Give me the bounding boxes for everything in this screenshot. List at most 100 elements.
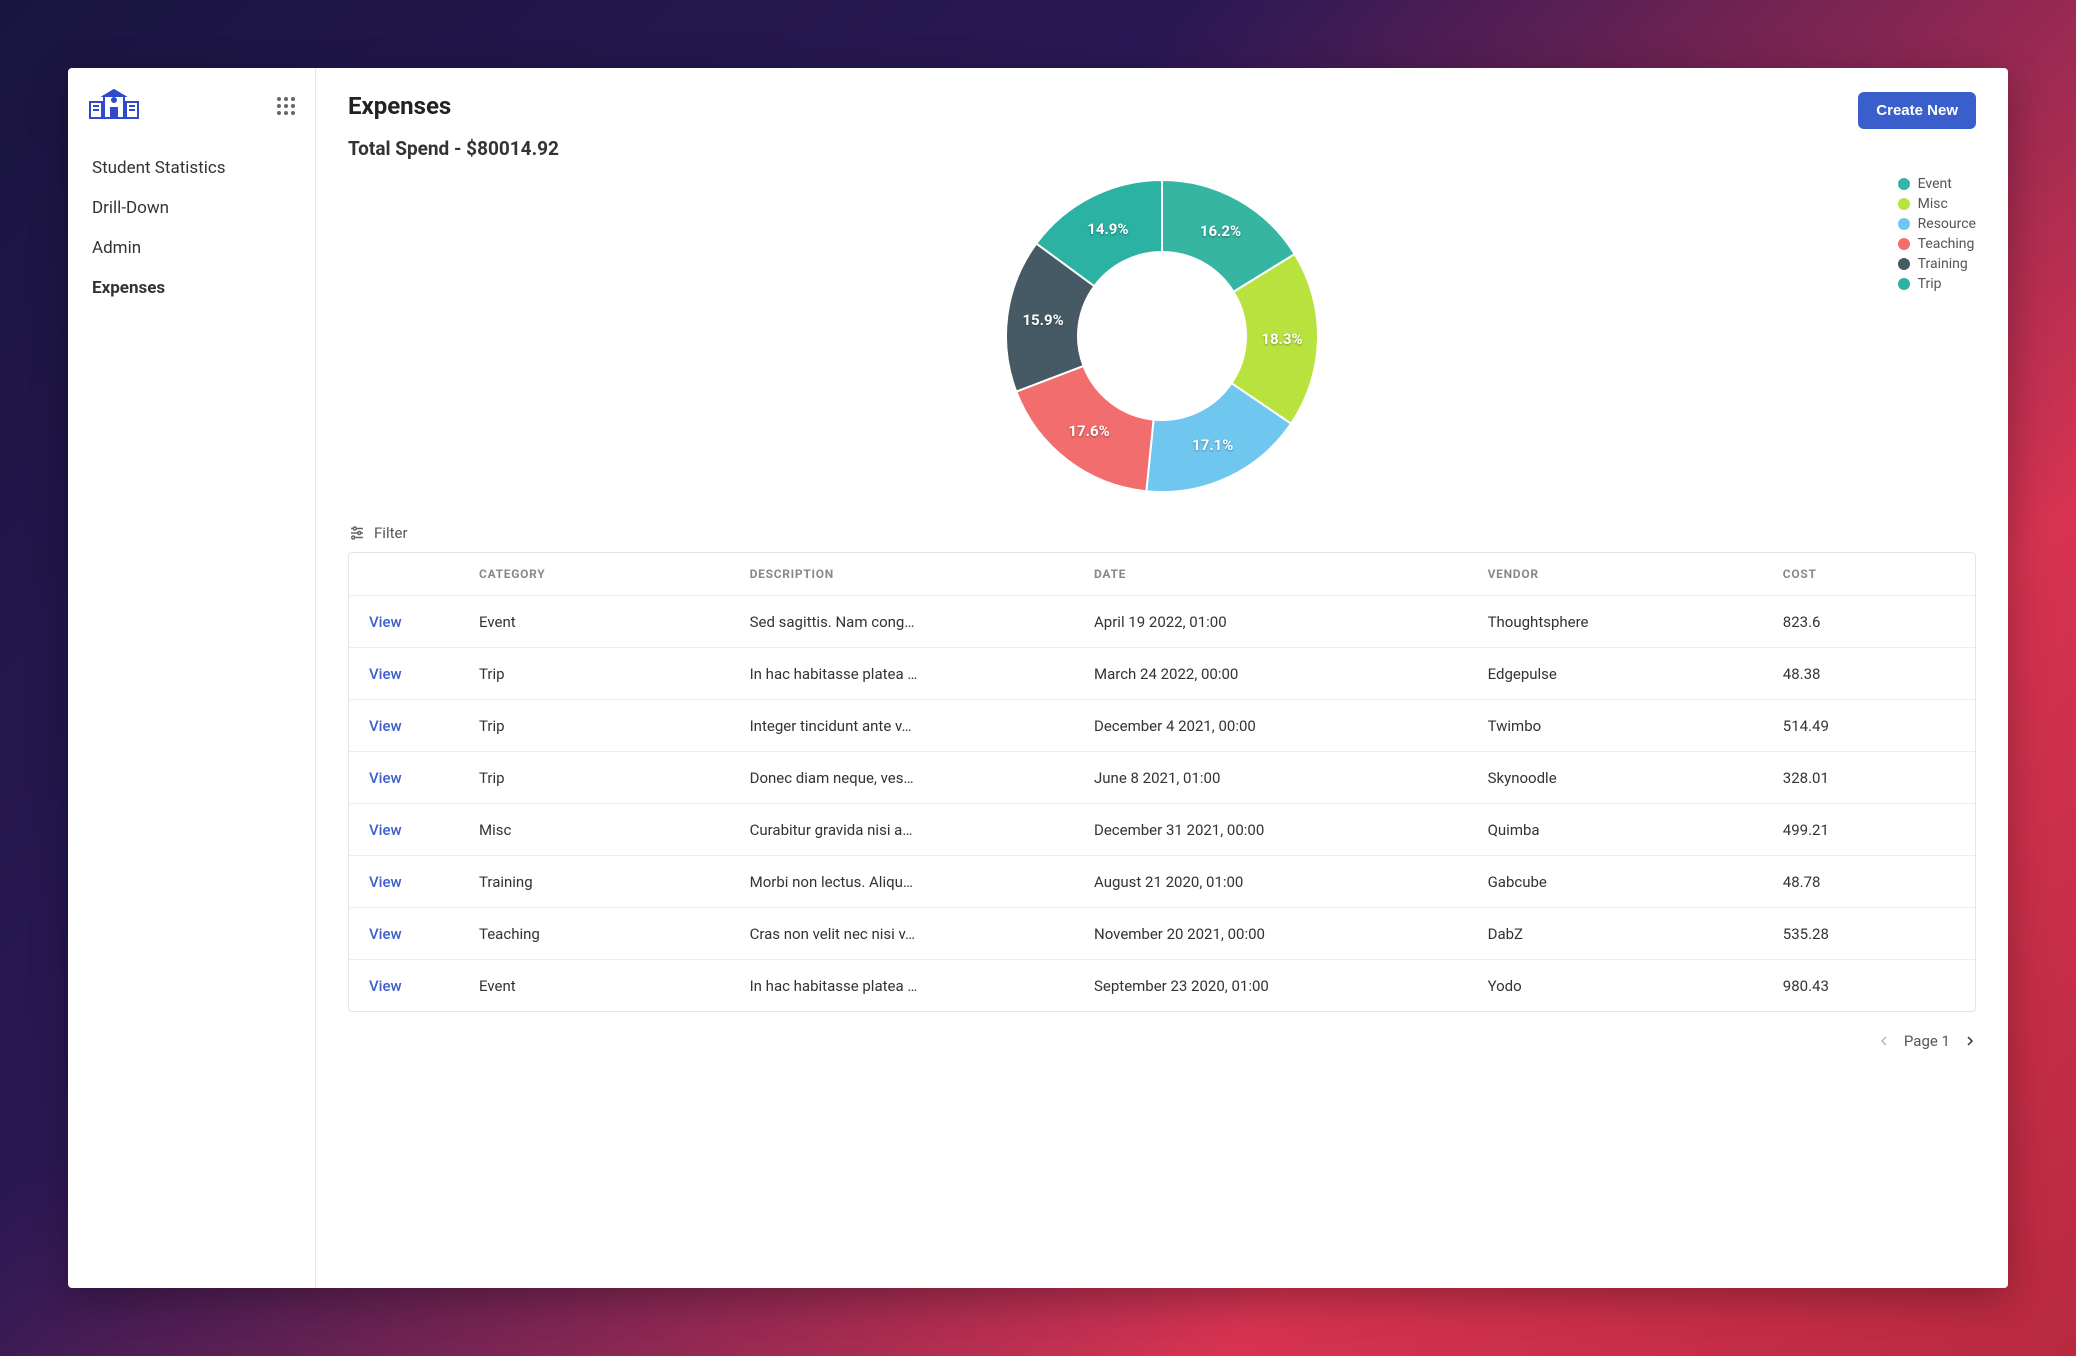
main-content: Expenses Create New Total Spend - $80014… — [316, 68, 2008, 1288]
legend-swatch — [1898, 178, 1910, 190]
cell-date: April 19 2022, 01:00 — [1094, 613, 1488, 631]
cell-description: In hac habitasse platea … — [750, 665, 1094, 683]
cell-category: Teaching — [479, 925, 750, 943]
view-link[interactable]: View — [369, 873, 479, 891]
cell-vendor: Twimbo — [1488, 717, 1783, 735]
legend-item-trip: Trip — [1898, 276, 1976, 292]
filter-label: Filter — [374, 524, 408, 542]
legend-label: Resource — [1918, 216, 1976, 232]
col-category: CATEGORY — [479, 567, 750, 581]
cell-cost: 535.28 — [1783, 925, 1955, 943]
legend-swatch — [1898, 278, 1910, 290]
col-description: DESCRIPTION — [750, 567, 1094, 581]
cell-cost: 499.21 — [1783, 821, 1955, 839]
cell-description: Curabitur gravida nisi a… — [750, 821, 1094, 839]
chevron-right-icon[interactable] — [1964, 1035, 1976, 1047]
legend-label: Teaching — [1918, 236, 1975, 252]
view-link[interactable]: View — [369, 769, 479, 787]
chart-legend: Event Misc Resource Teaching Training Trip — [1898, 176, 1976, 296]
view-link[interactable]: View — [369, 821, 479, 839]
school-logo-icon — [88, 88, 140, 124]
cell-category: Misc — [479, 821, 750, 839]
cell-date: August 21 2020, 01:00 — [1094, 873, 1488, 891]
cell-vendor: DabZ — [1488, 925, 1783, 943]
sidebar-item-admin[interactable]: Admin — [68, 228, 315, 268]
cell-date: June 8 2021, 01:00 — [1094, 769, 1488, 787]
cell-vendor: Gabcube — [1488, 873, 1783, 891]
cell-cost: 980.43 — [1783, 977, 1955, 995]
cell-cost: 328.01 — [1783, 769, 1955, 787]
legend-item-training: Training — [1898, 256, 1976, 272]
cell-description: Morbi non lectus. Aliqu… — [750, 873, 1094, 891]
cell-description: Sed sagittis. Nam cong… — [750, 613, 1094, 631]
cell-description: Donec diam neque, ves… — [750, 769, 1094, 787]
table-row: ViewMiscCurabitur gravida nisi a…Decembe… — [349, 803, 1975, 855]
filter-button[interactable]: Filter — [348, 524, 1976, 542]
create-new-button[interactable]: Create New — [1858, 92, 1976, 129]
legend-label: Misc — [1918, 196, 1948, 212]
view-link[interactable]: View — [369, 717, 479, 735]
sidebar-item-drill-down[interactable]: Drill-Down — [68, 188, 315, 228]
cell-date: March 24 2022, 00:00 — [1094, 665, 1488, 683]
table-row: ViewTripIn hac habitasse platea …March 2… — [349, 647, 1975, 699]
cell-description: Cras non velit nec nisi v… — [750, 925, 1094, 943]
cell-cost: 48.38 — [1783, 665, 1955, 683]
legend-item-misc: Misc — [1898, 196, 1976, 212]
chevron-left-icon[interactable] — [1878, 1035, 1890, 1047]
legend-swatch — [1898, 258, 1910, 270]
cell-category: Trip — [479, 769, 750, 787]
table-row: ViewTripInteger tincidunt ante v…Decembe… — [349, 699, 1975, 751]
view-link[interactable]: View — [369, 665, 479, 683]
cell-vendor: Thoughtsphere — [1488, 613, 1783, 631]
page-title: Expenses — [348, 92, 451, 120]
col-vendor: VENDOR — [1488, 567, 1783, 581]
cell-category: Event — [479, 977, 750, 995]
page-header: Expenses Create New — [348, 92, 1976, 129]
sidebar-item-student-statistics[interactable]: Student Statistics — [68, 148, 315, 188]
sidebar-item-expenses[interactable]: Expenses — [68, 268, 315, 308]
cell-vendor: Yodo — [1488, 977, 1783, 995]
app-window: Student StatisticsDrill-DownAdminExpense… — [68, 68, 2008, 1288]
cell-date: September 23 2020, 01:00 — [1094, 977, 1488, 995]
cell-date: December 31 2021, 00:00 — [1094, 821, 1488, 839]
apps-grid-icon[interactable] — [277, 97, 295, 115]
legend-label: Event — [1918, 176, 1952, 192]
cell-cost: 514.49 — [1783, 717, 1955, 735]
cell-category: Training — [479, 873, 750, 891]
cell-category: Trip — [479, 717, 750, 735]
col-cost: COST — [1783, 567, 1955, 581]
expenses-donut-chart: 16.2%18.3%17.1%17.6%15.9%14.9% EventMisc… — [348, 176, 1976, 496]
legend-item-event: Event — [1898, 176, 1976, 192]
cell-cost: 48.78 — [1783, 873, 1955, 891]
cell-cost: 823.6 — [1783, 613, 1955, 631]
page-label: Page 1 — [1904, 1032, 1950, 1050]
table-row: ViewTrainingMorbi non lectus. Aliqu…Augu… — [349, 855, 1975, 907]
cell-vendor: Quimba — [1488, 821, 1783, 839]
view-link[interactable]: View — [369, 613, 479, 631]
cell-vendor: Edgepulse — [1488, 665, 1783, 683]
table-row: ViewEventIn hac habitasse platea …Septem… — [349, 959, 1975, 1011]
table-row: ViewTeachingCras non velit nec nisi v…No… — [349, 907, 1975, 959]
cell-date: December 4 2021, 00:00 — [1094, 717, 1488, 735]
cell-vendor: Skynoodle — [1488, 769, 1783, 787]
col-date: DATE — [1094, 567, 1488, 581]
table-row: ViewTripDonec diam neque, ves…June 8 202… — [349, 751, 1975, 803]
expenses-table: CATEGORY DESCRIPTION DATE VENDOR COST Vi… — [348, 552, 1976, 1012]
legend-item-resource: Resource — [1898, 216, 1976, 232]
cell-category: Trip — [479, 665, 750, 683]
legend-label: Training — [1918, 256, 1968, 272]
legend-item-teaching: Teaching — [1898, 236, 1976, 252]
sidebar-header — [68, 88, 315, 148]
view-link[interactable]: View — [369, 925, 479, 943]
view-link[interactable]: View — [369, 977, 479, 995]
legend-swatch — [1898, 198, 1910, 210]
cell-description: In hac habitasse platea … — [750, 977, 1094, 995]
cell-description: Integer tincidunt ante v… — [750, 717, 1094, 735]
pagination: Page 1 — [348, 1032, 1976, 1050]
sidebar: Student StatisticsDrill-DownAdminExpense… — [68, 68, 316, 1288]
legend-label: Trip — [1918, 276, 1942, 292]
legend-swatch — [1898, 218, 1910, 230]
total-spend-label: Total Spend - $80014.92 — [348, 137, 1976, 160]
cell-date: November 20 2021, 00:00 — [1094, 925, 1488, 943]
legend-swatch — [1898, 238, 1910, 250]
